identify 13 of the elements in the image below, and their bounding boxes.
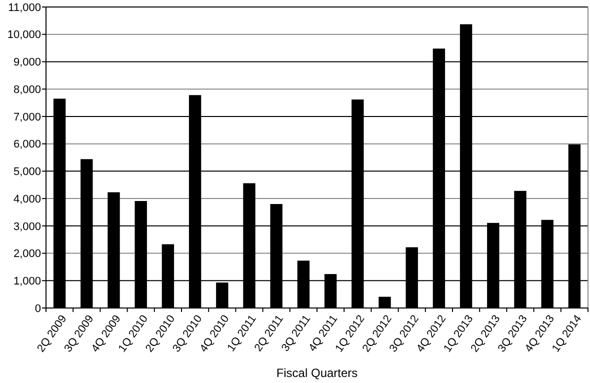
y-tick-label: 2,000 [13,248,41,260]
y-tick-label: 10,000 [7,29,41,42]
y-tick-label: 5,000 [13,166,41,178]
y-tick-label: 4,000 [13,193,41,206]
y-tick-label: 1,000 [13,275,41,288]
y-tick-label: 11,000 [8,2,41,14]
x-axis-title: Fiscal Quarters [276,366,358,380]
y-tick-label: 9,000 [13,56,41,69]
y-tick-label: 6,000 [13,138,41,151]
y-tick-label: 7,000 [13,111,41,124]
y-tick-label: 0 [34,302,41,315]
y-tick-label: 8,000 [13,84,41,96]
y-tick-label: 3,000 [13,220,41,233]
